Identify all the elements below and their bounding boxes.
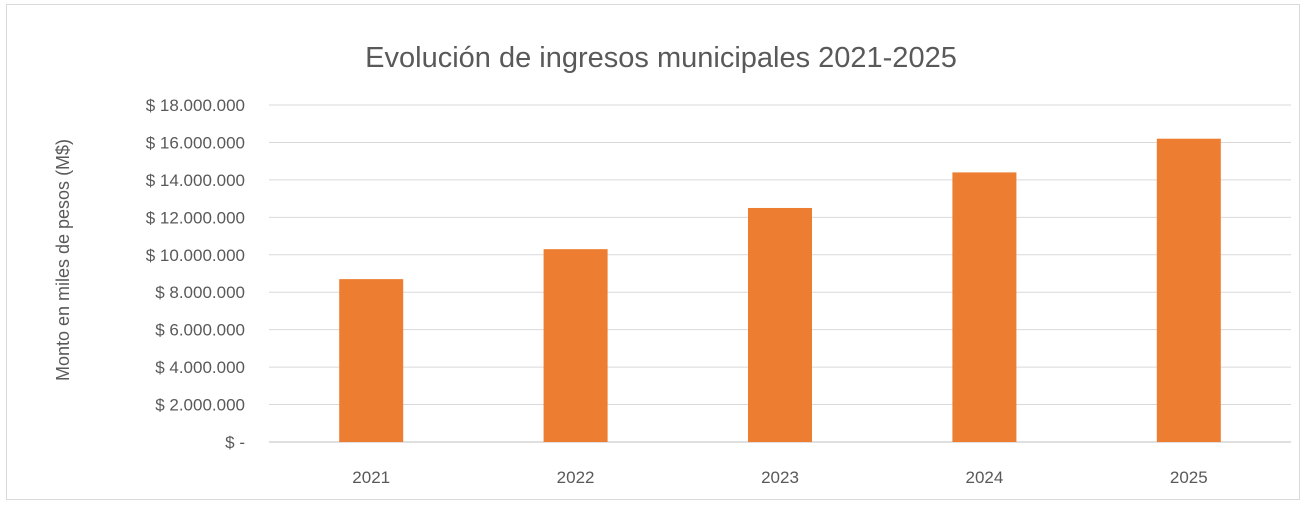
x-tick-label: 2022 [557,468,595,487]
y-axis-ticks: $ - $ 2.000.000 $ 4.000.000 $ 6.000.000 $ 8.… [146,96,245,452]
y-tick-label: $ 10.000.000 [146,246,245,265]
x-tick-label: 2021 [352,468,390,487]
x-tick-label: 2024 [965,468,1003,487]
y-tick-label: $ 6.000.000 [155,321,245,340]
bar-chart: Evolución de ingresos municipales 2021-2… [7,5,1301,501]
y-tick-label: $ 16.000.000 [146,133,245,152]
x-tick-label: 2025 [1170,468,1208,487]
y-tick-label: $ 8.000.000 [155,283,245,302]
y-axis-title: Monto en miles de pesos (M$) [53,139,73,381]
y-tick-label: $ - [225,433,245,452]
chart-title: Evolución de ingresos municipales 2021-2… [365,42,957,74]
x-axis-ticks: 2021 2022 2023 2024 2025 [352,468,1207,487]
bar-2023 [748,208,812,442]
bar-2024 [952,172,1016,442]
bar-2021 [339,279,403,442]
bar-2025 [1157,139,1221,442]
y-tick-label: $ 14.000.000 [146,171,245,190]
y-tick-label: $ 4.000.000 [155,358,245,377]
bar-2022 [544,249,608,442]
y-tick-label: $ 18.000.000 [146,96,245,115]
y-tick-label: $ 2.000.000 [155,396,245,415]
y-tick-label: $ 12.000.000 [146,208,245,227]
x-tick-label: 2023 [761,468,799,487]
bars [339,139,1221,442]
chart-area: Evolución de ingresos municipales 2021-2… [6,4,1300,500]
